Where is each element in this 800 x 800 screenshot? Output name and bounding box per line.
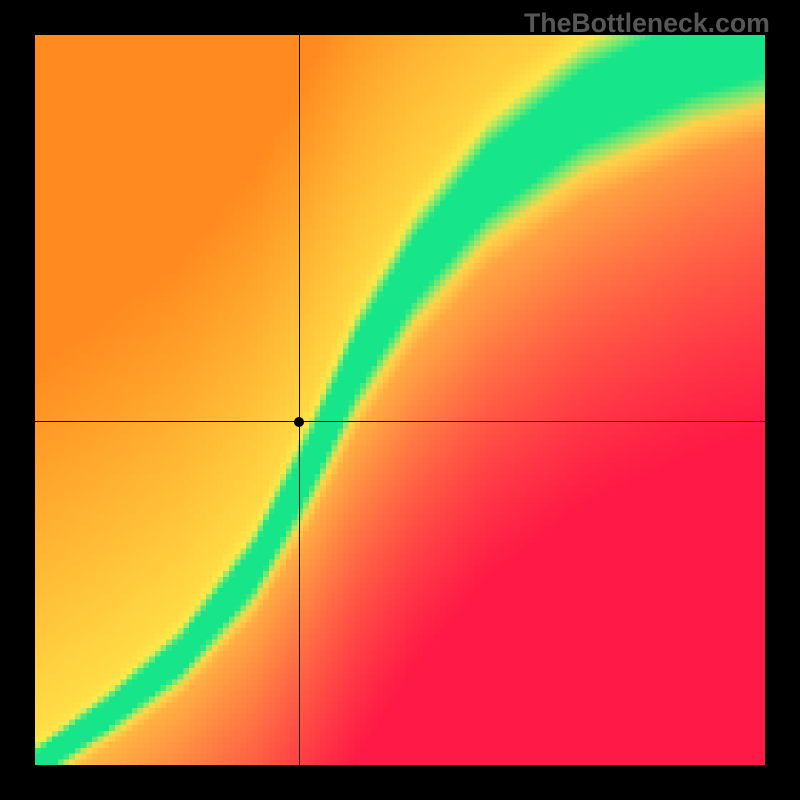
chart-container: TheBottleneck.com bbox=[0, 0, 800, 800]
bottleneck-heatmap bbox=[35, 35, 765, 765]
crosshair-horizontal bbox=[35, 421, 765, 422]
crosshair-vertical bbox=[299, 35, 300, 765]
watermark-text: TheBottleneck.com bbox=[524, 8, 770, 39]
